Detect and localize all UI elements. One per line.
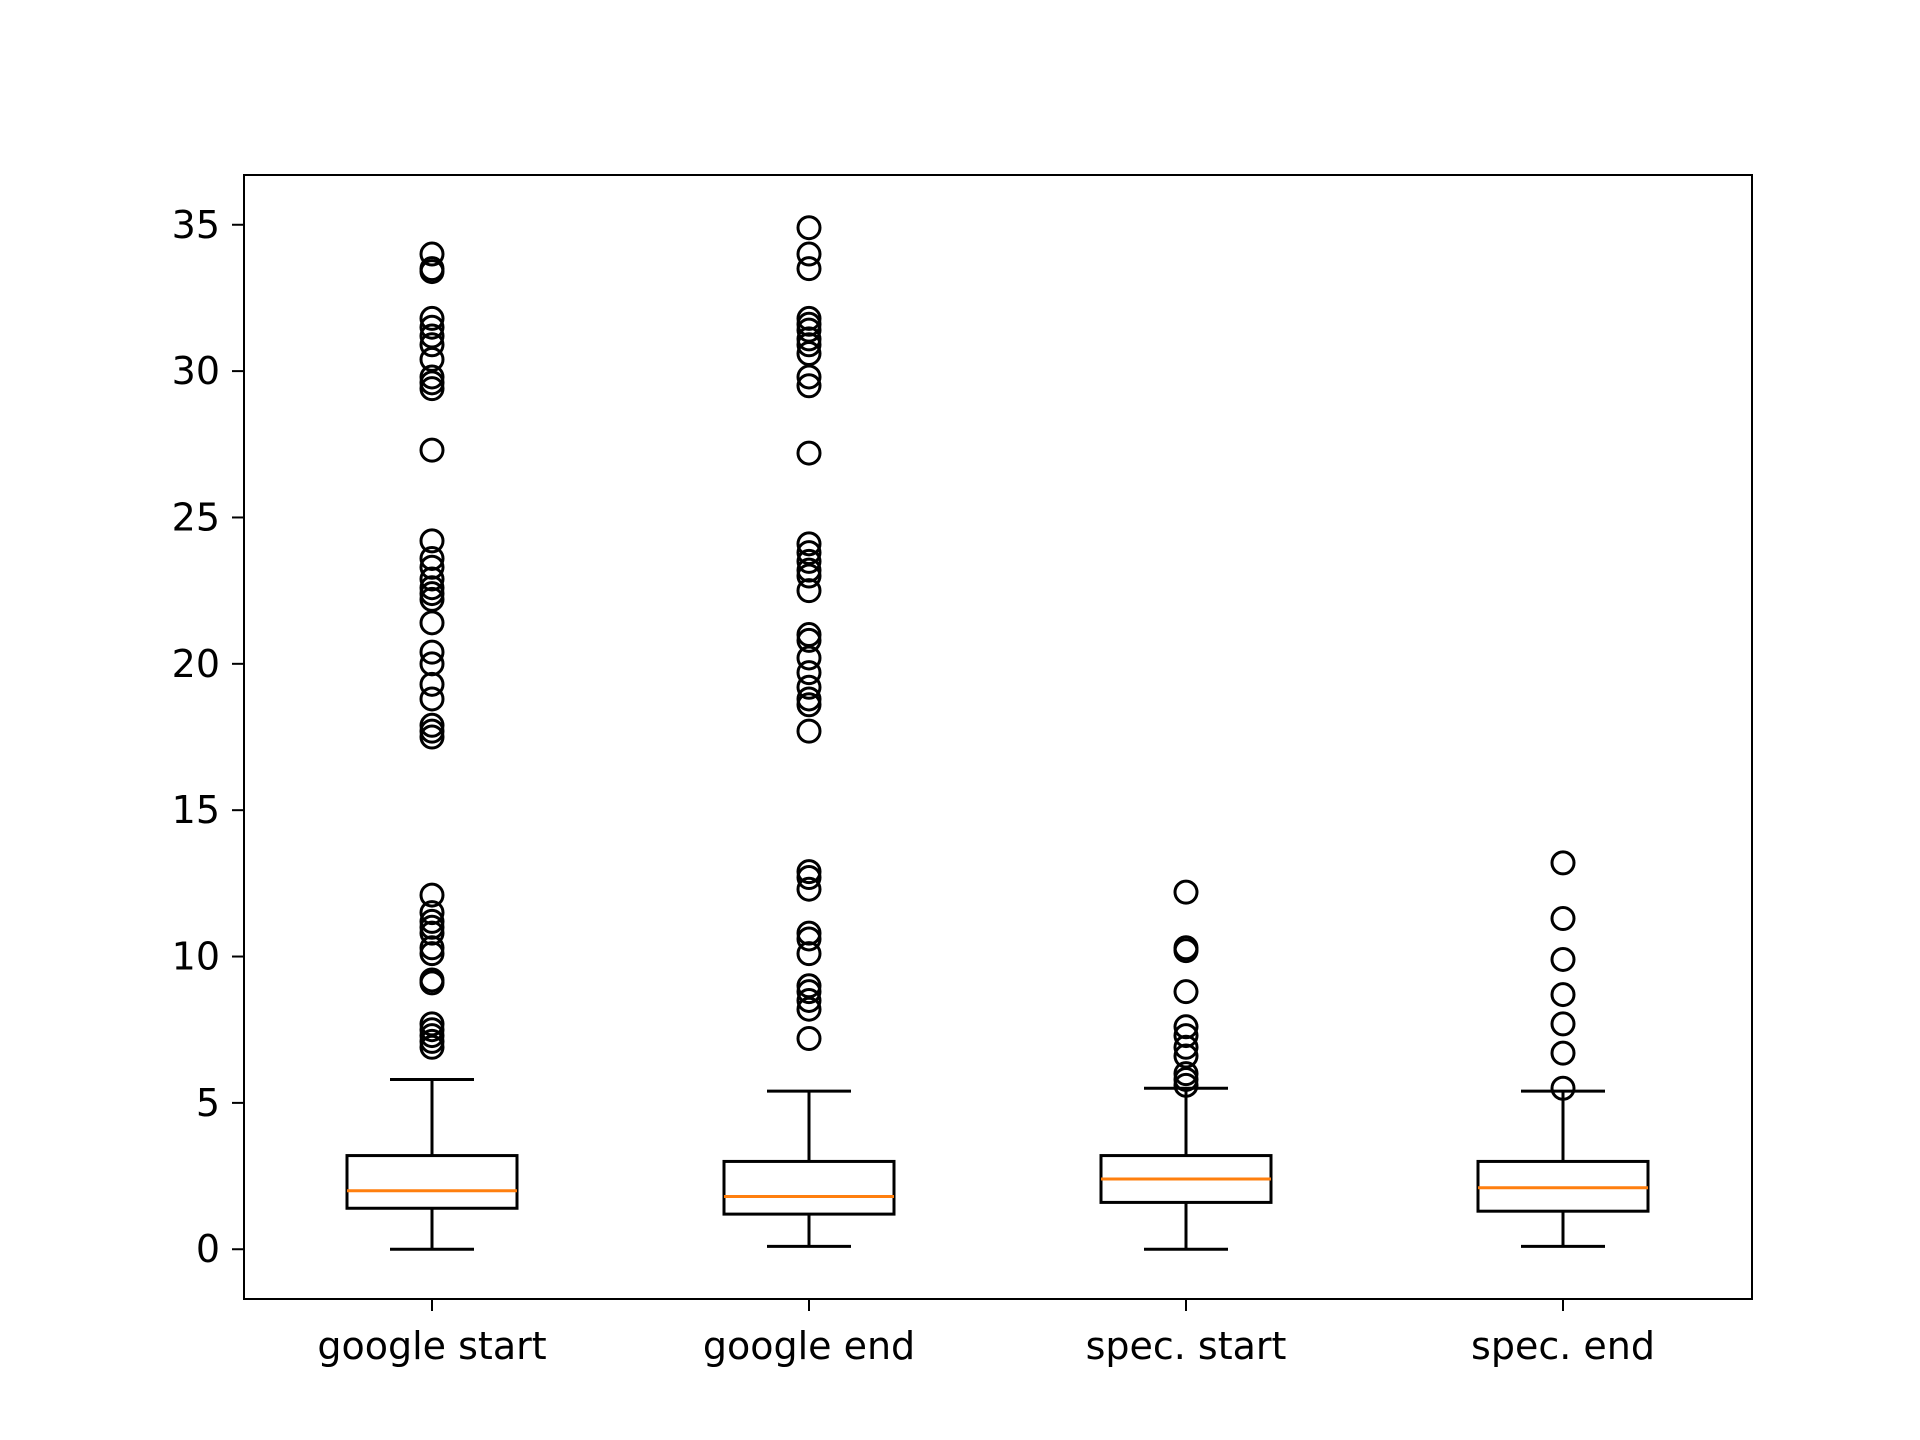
outlier-point — [796, 859, 822, 885]
outlier-point — [796, 718, 822, 744]
outlier-point — [1550, 850, 1576, 876]
outlier-point — [419, 241, 445, 267]
outlier-point — [419, 967, 445, 993]
y-tick-label: 15 — [172, 788, 220, 832]
outlier-point — [419, 545, 445, 571]
outlier-point — [1550, 982, 1576, 1008]
outlier-point — [419, 437, 445, 463]
outlier-point — [1550, 1040, 1576, 1066]
outlier-point — [1550, 946, 1576, 972]
outlier-point — [419, 908, 445, 934]
outlier-point — [796, 548, 822, 574]
outlier-point — [1173, 1014, 1199, 1040]
axis-layer: google start google end spec. start spec. e… — [172, 203, 1655, 1368]
outlier-point — [1173, 1061, 1199, 1087]
outlier-point — [796, 876, 822, 902]
outlier-point — [419, 900, 445, 926]
outlier-point — [419, 554, 445, 580]
outlier-point — [796, 557, 822, 583]
box-group — [1476, 850, 1650, 1248]
box-group — [1099, 879, 1273, 1251]
x-tick-label: spec. end — [1471, 1324, 1655, 1368]
outlier-point — [796, 1025, 822, 1051]
outlier-point — [419, 671, 445, 697]
outlier-point — [419, 1011, 445, 1037]
outlier-point — [796, 241, 822, 267]
iqr-box — [722, 1159, 896, 1216]
outlier-point — [796, 987, 822, 1013]
outlier-point — [419, 528, 445, 554]
y-tick-label: 20 — [172, 642, 220, 686]
outlier-point — [1173, 1043, 1199, 1069]
x-tick-label: spec. start — [1086, 1324, 1287, 1368]
iqr-box — [345, 1154, 519, 1210]
box-group — [345, 241, 519, 1251]
outlier-point — [419, 323, 445, 349]
outlier-point — [796, 373, 822, 399]
outlier-point — [796, 215, 822, 241]
y-tick-label: 30 — [172, 349, 220, 393]
outlier-point — [419, 686, 445, 712]
outlier-point — [419, 935, 445, 961]
outlier-point — [796, 440, 822, 466]
outlier-point — [796, 305, 822, 331]
outlier-point — [1550, 905, 1576, 931]
y-tick-label: 25 — [172, 495, 220, 539]
outlier-point — [1550, 1075, 1576, 1101]
outlier-point — [419, 639, 445, 665]
outlier-point — [419, 314, 445, 340]
outlier-point — [419, 332, 445, 358]
outlier-point — [796, 686, 822, 712]
outlier-point — [419, 364, 445, 390]
outlier-point — [796, 256, 822, 282]
outlier-point — [419, 566, 445, 592]
outlier-point — [419, 575, 445, 601]
outlier-point — [796, 674, 822, 700]
outlier-point — [796, 920, 822, 946]
outlier-point — [796, 973, 822, 999]
x-tick-label: google end — [703, 1324, 915, 1368]
outlier-point — [1173, 1023, 1199, 1049]
plot-layer — [345, 215, 1650, 1251]
y-tick-label: 10 — [172, 935, 220, 979]
outlier-point — [1173, 979, 1199, 1005]
outlier-point — [419, 882, 445, 908]
outlier-point — [1173, 935, 1199, 961]
outlier-point — [419, 651, 445, 677]
outlier-point — [1173, 879, 1199, 905]
box-group — [722, 215, 896, 1248]
outlier-point — [796, 941, 822, 967]
y-tick-label: 0 — [196, 1227, 220, 1271]
outlier-point — [419, 712, 445, 738]
outlier-point — [796, 531, 822, 557]
outlier-point — [419, 256, 445, 282]
outlier-point — [1550, 1011, 1576, 1037]
outlier-point — [796, 540, 822, 566]
outlier-point — [419, 305, 445, 331]
outlier-point — [796, 660, 822, 686]
plot-frame — [243, 174, 1753, 1300]
outlier-point — [796, 578, 822, 604]
y-tick-label: 5 — [196, 1081, 220, 1125]
x-tick-label: google start — [317, 1324, 546, 1368]
outlier-point — [1173, 1034, 1199, 1060]
outlier-point — [796, 326, 822, 352]
y-tick-label: 35 — [172, 203, 220, 247]
outlier-point — [796, 622, 822, 648]
